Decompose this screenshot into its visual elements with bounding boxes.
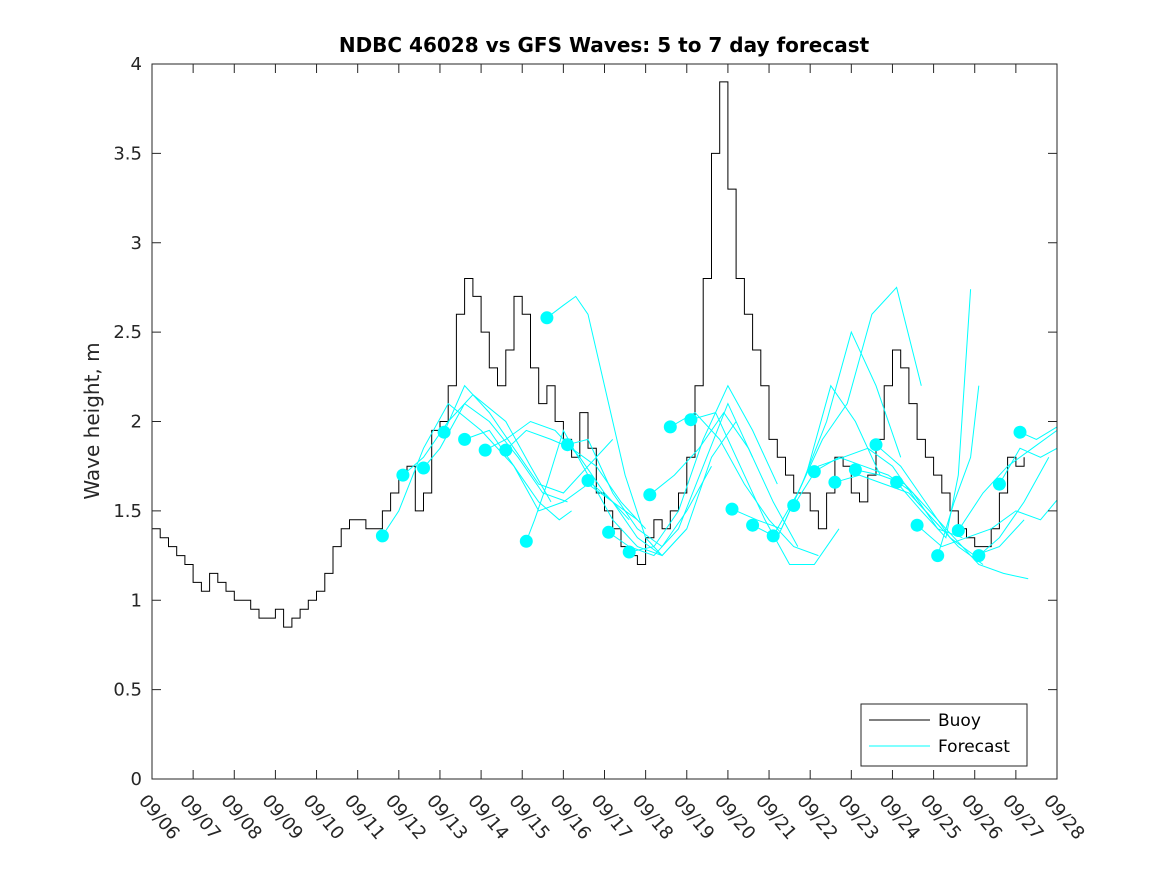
forecast-line-3	[443, 384, 614, 494]
forecast-line-18	[772, 286, 922, 537]
y-tick-label-4: 2	[131, 412, 142, 433]
forecast-marker-8	[540, 311, 554, 325]
forecast-line-23	[875, 444, 1025, 557]
forecast-line-29	[998, 447, 1058, 485]
forecast-line-9	[567, 438, 712, 548]
forecast-marker-11	[602, 525, 616, 539]
forecast-marker-10	[581, 474, 595, 487]
forecast-marker-13	[643, 488, 657, 502]
forecast-marker-9	[561, 438, 574, 452]
legend-label-forecast: Forecast	[938, 737, 1010, 757]
y-tick-label-8: 4	[131, 54, 142, 75]
forecast-line-26	[937, 385, 980, 556]
y-tick-label-1: 0.5	[113, 680, 142, 701]
forecast-marker-19	[787, 499, 801, 512]
forecast-marker-4	[458, 432, 472, 446]
legend-box	[860, 703, 1028, 767]
forecast-marker-26	[931, 549, 945, 563]
forecast-line-27	[957, 429, 1058, 531]
chart-title: NDBC 46028 vs GFS Waves: 5 to 7 day fore…	[339, 33, 870, 57]
forecast-marker-2	[417, 461, 430, 475]
forecast-line-2	[423, 402, 568, 503]
forecast-marker-1	[396, 468, 410, 482]
y-tick-label-7: 3.5	[113, 143, 142, 164]
forecast-marker-29	[992, 477, 1006, 491]
forecast-line-28	[978, 457, 1050, 556]
y-axis-label: Wave height, m	[80, 342, 104, 499]
y-tick-label-2: 1	[131, 590, 142, 611]
legend: Buoy Forecast	[860, 703, 1028, 767]
forecast-marker-18	[766, 529, 780, 543]
forecast-marker-30	[1013, 425, 1027, 439]
forecast-line-21	[834, 474, 984, 565]
forecast-marker-22	[848, 463, 862, 477]
forecast-line-25	[916, 499, 1058, 548]
forecast-marker-16	[725, 502, 739, 516]
y-tick-label-0: 0	[131, 769, 142, 790]
forecast-marker-24	[890, 475, 904, 489]
forecast-marker-3	[437, 425, 451, 439]
forecast-line-10	[587, 421, 737, 557]
buoy-series-line	[152, 81, 1025, 628]
forecast-line-5	[484, 420, 630, 521]
forecast-line-24	[896, 289, 972, 539]
forecast-marker-15	[684, 413, 698, 427]
forecast-marker-28	[972, 549, 986, 563]
forecast-marker-5	[478, 443, 492, 457]
forecast-marker-0	[375, 529, 389, 543]
forecast-marker-6	[499, 443, 513, 457]
forecast-marker-17	[746, 518, 760, 532]
y-tick-label-6: 3	[131, 233, 142, 254]
forecast-line-22	[855, 469, 1029, 580]
forecast-marker-14	[663, 420, 677, 434]
forecast-line-12	[629, 384, 778, 553]
forecast-line-0	[381, 402, 572, 537]
forecast-marker-27	[951, 524, 965, 537]
forecast-marker-20	[807, 465, 821, 479]
forecast-marker-23	[869, 438, 883, 452]
forecast-line-14	[670, 411, 819, 557]
forecast-line-15	[690, 412, 840, 565]
forecast-line-13	[649, 411, 799, 547]
forecast-marker-7	[519, 534, 533, 548]
plot-area	[152, 81, 1058, 628]
forecast-line-8	[546, 295, 663, 556]
forecast-marker-21	[828, 475, 842, 489]
forecast-marker-12	[622, 545, 636, 559]
legend-label-buoy: Buoy	[938, 711, 981, 731]
forecast-marker-25	[910, 518, 924, 532]
y-tick-label-5: 2.5	[113, 322, 142, 343]
y-tick-label-3: 1.5	[113, 501, 142, 522]
